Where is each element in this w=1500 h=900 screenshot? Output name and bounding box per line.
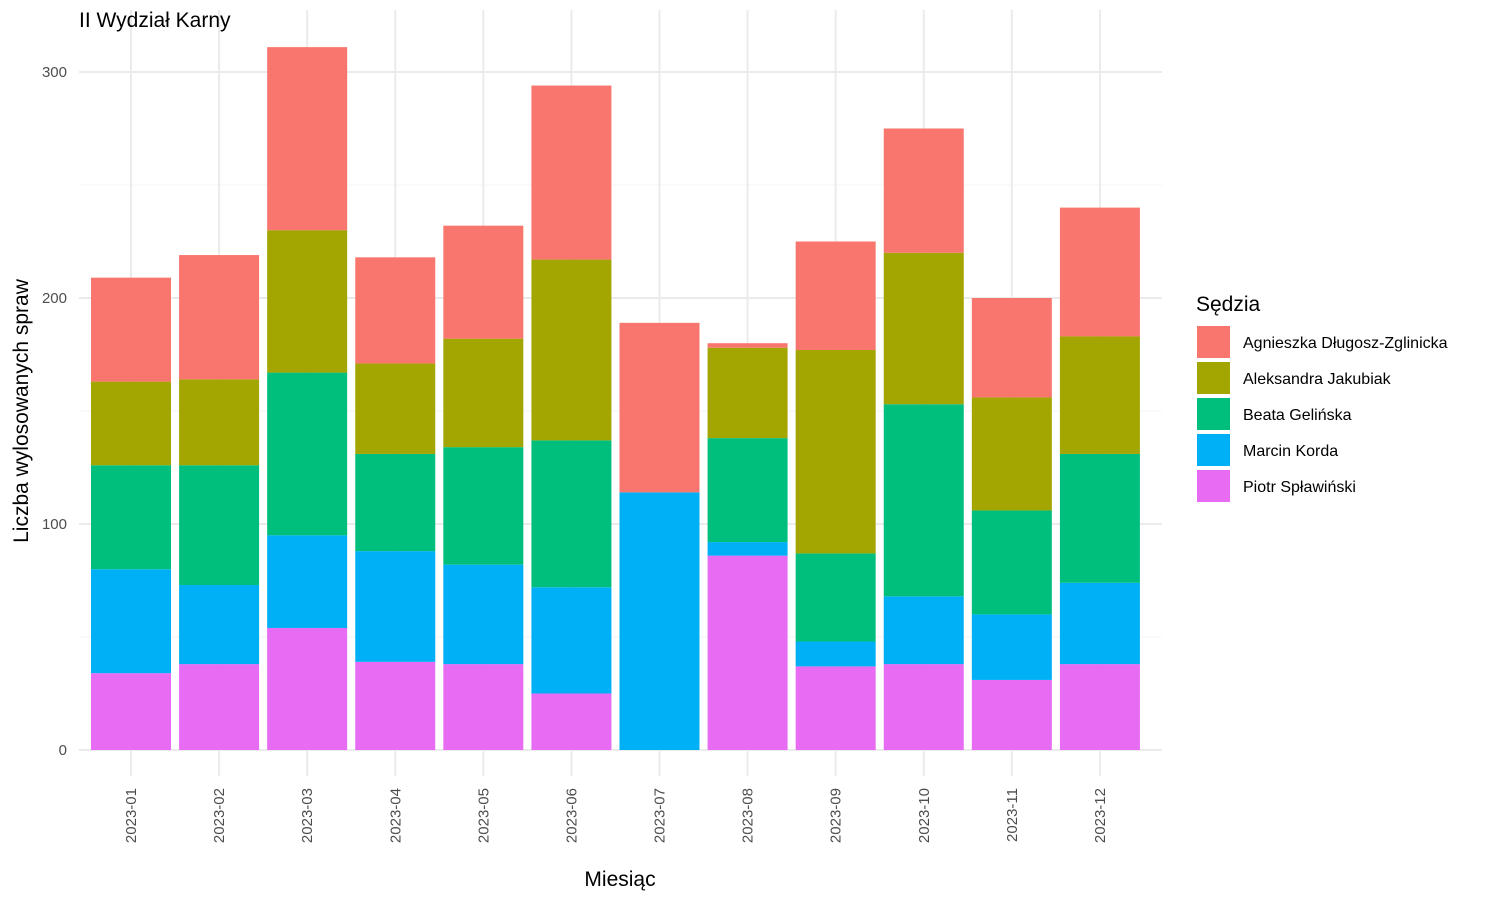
y-tick-label: 100 (42, 516, 67, 533)
bar-2023-12-piotr-splawinski (1059, 664, 1140, 750)
x-tick-label: 2023-09 (828, 788, 845, 843)
bar-2023-02-aleksandra-jakubiak (179, 379, 260, 466)
bar-2023-05-agnieszka-dlugosz-zglinicka (443, 225, 524, 339)
bar-2023-08-piotr-splawinski (707, 555, 788, 750)
x-tick-label: 2023-11 (1004, 788, 1021, 842)
bar-2023-03-marcin-korda (267, 535, 348, 628)
legend-swatch-beata-gelinska (1197, 398, 1230, 430)
bar-2023-12-beata-gelinska (1059, 453, 1140, 583)
legend-swatch-agnieszka-dlugosz-zglinicka (1197, 326, 1230, 358)
bar-2023-10-piotr-splawinski (883, 664, 964, 750)
bar-2023-07-marcin-korda (619, 492, 700, 750)
bar-2023-10-beata-gelinska (883, 404, 964, 597)
x-tick-label: 2023-05 (475, 788, 492, 843)
bar-2023-01-piotr-splawinski (91, 673, 171, 750)
bar-2023-11-agnieszka-dlugosz-zglinicka (971, 298, 1052, 398)
bar-2023-02-beata-gelinska (179, 465, 260, 586)
bar-2023-08-aleksandra-jakubiak (707, 347, 788, 439)
legend-title: Sędzia (1196, 293, 1261, 316)
bar-2023-05-piotr-splawinski (443, 664, 524, 750)
legend-label-agnieszka-dlugosz-zglinicka: Agnieszka Długosz-Zglinicka (1243, 335, 1448, 352)
bar-2023-06-aleksandra-jakubiak (531, 259, 612, 441)
bar-2023-06-piotr-splawinski (531, 693, 612, 750)
x-tick-label: 2023-01 (123, 788, 140, 843)
bar-2023-10-agnieszka-dlugosz-zglinicka (883, 128, 964, 253)
legend-swatch-aleksandra-jakubiak (1197, 362, 1230, 394)
legend-label-piotr-splawinski: Piotr Spławiński (1243, 479, 1356, 496)
bar-2023-02-piotr-splawinski (179, 664, 260, 750)
bar-2023-08-beata-gelinska (707, 438, 788, 543)
bar-2023-12-aleksandra-jakubiak (1059, 336, 1140, 454)
bar-2023-09-piotr-splawinski (795, 666, 876, 750)
x-tick-label: 2023-07 (652, 788, 669, 843)
bar-2023-08-agnieszka-dlugosz-zglinicka (707, 343, 788, 348)
y-tick-label: 200 (42, 290, 67, 307)
bar-2023-03-piotr-splawinski (267, 627, 348, 750)
bar-2023-03-aleksandra-jakubiak (267, 230, 348, 373)
bar-2023-11-marcin-korda (971, 614, 1052, 680)
bar-2023-06-beata-gelinska (531, 440, 612, 588)
bar-2023-08-marcin-korda (707, 542, 788, 556)
x-tick-label: 2023-12 (1092, 788, 1109, 843)
bar-2023-06-agnieszka-dlugosz-zglinicka (531, 85, 612, 260)
bar-2023-01-marcin-korda (91, 569, 171, 674)
x-tick-label: 2023-06 (563, 788, 580, 843)
bar-2023-04-agnieszka-dlugosz-zglinicka (355, 257, 436, 364)
bar-2023-10-marcin-korda (883, 596, 964, 665)
bars (91, 47, 1140, 750)
bar-2023-04-piotr-splawinski (355, 661, 436, 750)
bar-2023-09-aleksandra-jakubiak (795, 349, 876, 554)
legend-label-aleksandra-jakubiak: Aleksandra Jakubiak (1243, 371, 1392, 388)
bar-2023-07-agnieszka-dlugosz-zglinicka (619, 322, 700, 493)
bar-2023-04-aleksandra-jakubiak (355, 363, 436, 454)
bar-2023-04-marcin-korda (355, 551, 436, 662)
bar-2023-11-piotr-splawinski (971, 679, 1052, 750)
bar-2023-05-marcin-korda (443, 564, 524, 665)
bar-2023-11-aleksandra-jakubiak (971, 397, 1052, 511)
bar-2023-01-beata-gelinska (91, 465, 171, 570)
bar-2023-09-agnieszka-dlugosz-zglinicka (795, 241, 876, 350)
y-axis-title: Liczba wylosowanych spraw (10, 278, 33, 543)
legend: Sędzia Agnieszka Długosz-Zglinicka Aleksa… (1196, 293, 1448, 502)
legend-label-beata-gelinska: Beata Gelińska (1243, 407, 1352, 424)
x-axis-title: Miesiąc (584, 868, 655, 891)
bar-2023-01-aleksandra-jakubiak (91, 381, 171, 466)
bar-2023-03-beata-gelinska (267, 372, 348, 536)
bar-2023-03-agnieszka-dlugosz-zglinicka (267, 47, 348, 231)
y-tick-label: 300 (42, 64, 67, 81)
bar-2023-05-beata-gelinska (443, 447, 524, 565)
bar-2023-02-marcin-korda (179, 585, 260, 665)
legend-label-marcin-korda: Marcin Korda (1243, 443, 1338, 460)
bar-2023-02-agnieszka-dlugosz-zglinicka (179, 255, 260, 380)
bar-2023-09-marcin-korda (795, 641, 876, 667)
bar-2023-01-agnieszka-dlugosz-zglinicka (91, 277, 171, 382)
chart-title: II Wydział Karny (79, 9, 231, 32)
x-tick-label: 2023-04 (387, 788, 404, 843)
x-tick-label: 2023-02 (211, 788, 228, 843)
legend-swatch-piotr-splawinski (1197, 470, 1230, 502)
bar-2023-12-agnieszka-dlugosz-zglinicka (1059, 207, 1140, 337)
bar-2023-05-aleksandra-jakubiak (443, 338, 524, 448)
x-tick-label: 2023-03 (299, 788, 316, 843)
bar-2023-06-marcin-korda (531, 587, 612, 694)
legend-swatch-marcin-korda (1197, 434, 1230, 466)
y-tick-label: 0 (59, 742, 67, 759)
bar-2023-10-aleksandra-jakubiak (883, 252, 964, 405)
x-tick-label: 2023-10 (916, 788, 933, 843)
x-axis-ticks: 2023-01 2023-02 2023-03 2023-04 2023-05 2023-… (123, 788, 1109, 843)
y-axis-ticks: 0 100 200 300 (42, 64, 67, 759)
x-tick-label: 2023-08 (740, 788, 757, 843)
bar-2023-04-beata-gelinska (355, 453, 436, 552)
bar-2023-09-beata-gelinska (795, 553, 876, 642)
bar-2023-12-marcin-korda (1059, 582, 1140, 665)
bar-2023-11-beata-gelinska (971, 510, 1052, 615)
legend-items: Agnieszka Długosz-Zglinicka Aleksandra Ja… (1197, 326, 1448, 502)
